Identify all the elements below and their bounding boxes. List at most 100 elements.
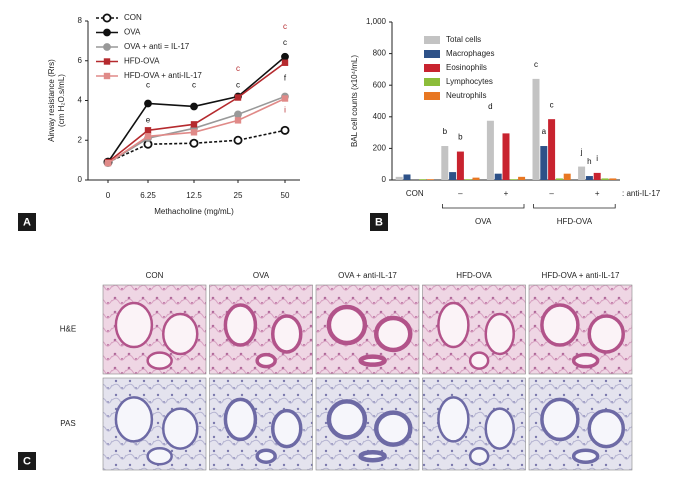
airway	[374, 315, 413, 353]
data-point	[190, 102, 198, 111]
x-tick-label: 6.25	[140, 191, 156, 200]
annotation: c	[236, 81, 240, 90]
bar	[395, 176, 403, 180]
column-label: HFD-OVA	[456, 271, 492, 280]
bar	[449, 172, 457, 180]
x-tick-label: +	[504, 189, 509, 198]
factor-label: : anti-IL-17	[622, 189, 661, 198]
airway	[437, 301, 470, 349]
airway	[437, 396, 470, 443]
legend-label: Lymphocytes	[446, 77, 493, 86]
airway	[571, 352, 600, 369]
airway	[587, 408, 625, 449]
annotation: i	[596, 154, 598, 163]
y-tick-label: 1,000	[366, 17, 387, 26]
annotation: c	[283, 38, 287, 47]
annotation: c	[236, 64, 240, 73]
y-axis-label: (cm H₂O.s/mL)	[57, 74, 66, 127]
bar	[518, 176, 526, 180]
column-label: HFD-OVA + anti-IL-17	[542, 271, 620, 280]
data-point	[144, 127, 152, 134]
bar	[456, 151, 464, 180]
group-bracket	[533, 204, 616, 209]
legend-label: HFD-OVA + anti-IL-17	[124, 71, 202, 80]
annotation: a	[542, 127, 547, 136]
legend-label: Total cells	[446, 35, 481, 44]
bar	[494, 173, 502, 180]
legend-label: CON	[124, 13, 142, 22]
airway	[468, 446, 490, 466]
airway	[223, 397, 258, 442]
legend-marker	[103, 72, 111, 80]
column-label: OVA	[253, 271, 270, 280]
annotation: d	[488, 102, 492, 111]
airway	[358, 449, 387, 463]
y-tick-label: 4	[78, 96, 83, 105]
bar	[472, 177, 480, 180]
data-point	[190, 121, 198, 128]
annotation: b	[443, 127, 448, 136]
data-point	[280, 125, 290, 135]
bar	[593, 172, 601, 180]
data-point	[281, 52, 289, 61]
x-axis-label: Methacholine (mg/mL)	[154, 207, 234, 216]
y-tick-label: 400	[373, 112, 387, 121]
y-tick-label: 600	[373, 80, 387, 89]
legend-label: Eosinophils	[446, 63, 487, 72]
bar	[426, 179, 434, 180]
panel-letter: A	[23, 216, 31, 228]
airway	[358, 354, 387, 367]
y-tick-label: 6	[78, 56, 83, 65]
bar	[540, 146, 548, 180]
legend-label: OVA	[124, 28, 141, 37]
bar	[609, 178, 617, 180]
annotation: c	[192, 81, 196, 90]
y-axis-label: Airway resistance (Rrs)	[47, 59, 56, 142]
x-tick-label: 12.5	[186, 191, 202, 200]
x-tick-label: 25	[234, 191, 243, 200]
legend-swatch	[424, 78, 440, 86]
airway	[255, 448, 277, 464]
data-point	[234, 94, 242, 101]
annotation: c	[534, 60, 538, 69]
bar	[563, 173, 571, 180]
panel-badge	[18, 213, 36, 231]
legend-swatch	[424, 92, 440, 100]
data-point	[104, 159, 112, 167]
airway	[146, 446, 173, 466]
legend-marker	[103, 28, 111, 37]
legend-label: OVA + anti = IL-17	[124, 42, 190, 51]
airway	[468, 351, 490, 370]
column-label: CON	[146, 271, 164, 280]
airway	[571, 448, 600, 464]
legend-label: Macrophages	[446, 49, 494, 58]
data-point	[234, 117, 242, 124]
panel-letter: C	[23, 455, 31, 467]
panel-letter: B	[375, 216, 383, 228]
y-tick-label: 2	[78, 135, 83, 144]
data-point	[234, 110, 242, 119]
y-axis-label: BAL cell counts (x10⁴/mL)	[350, 55, 359, 147]
airway	[326, 304, 368, 346]
row-label: PAS	[60, 419, 75, 428]
data-point	[189, 138, 199, 148]
annotation: i	[284, 106, 286, 115]
group-label: HFD-OVA	[557, 217, 593, 226]
bar	[486, 120, 494, 180]
airway	[223, 303, 258, 347]
annotation: b	[458, 133, 463, 142]
data-point	[190, 129, 198, 136]
legend-swatch	[424, 64, 440, 72]
airway	[587, 314, 625, 354]
annotation: h	[587, 157, 591, 166]
legend-label: HFD-OVA	[124, 57, 160, 66]
bar	[464, 179, 472, 180]
y-tick-label: 200	[373, 144, 387, 153]
bar	[419, 179, 427, 180]
bar	[532, 78, 540, 180]
bar	[585, 176, 593, 180]
y-tick-label: 0	[78, 175, 83, 184]
annotation: c	[283, 22, 287, 31]
airway	[540, 303, 580, 347]
